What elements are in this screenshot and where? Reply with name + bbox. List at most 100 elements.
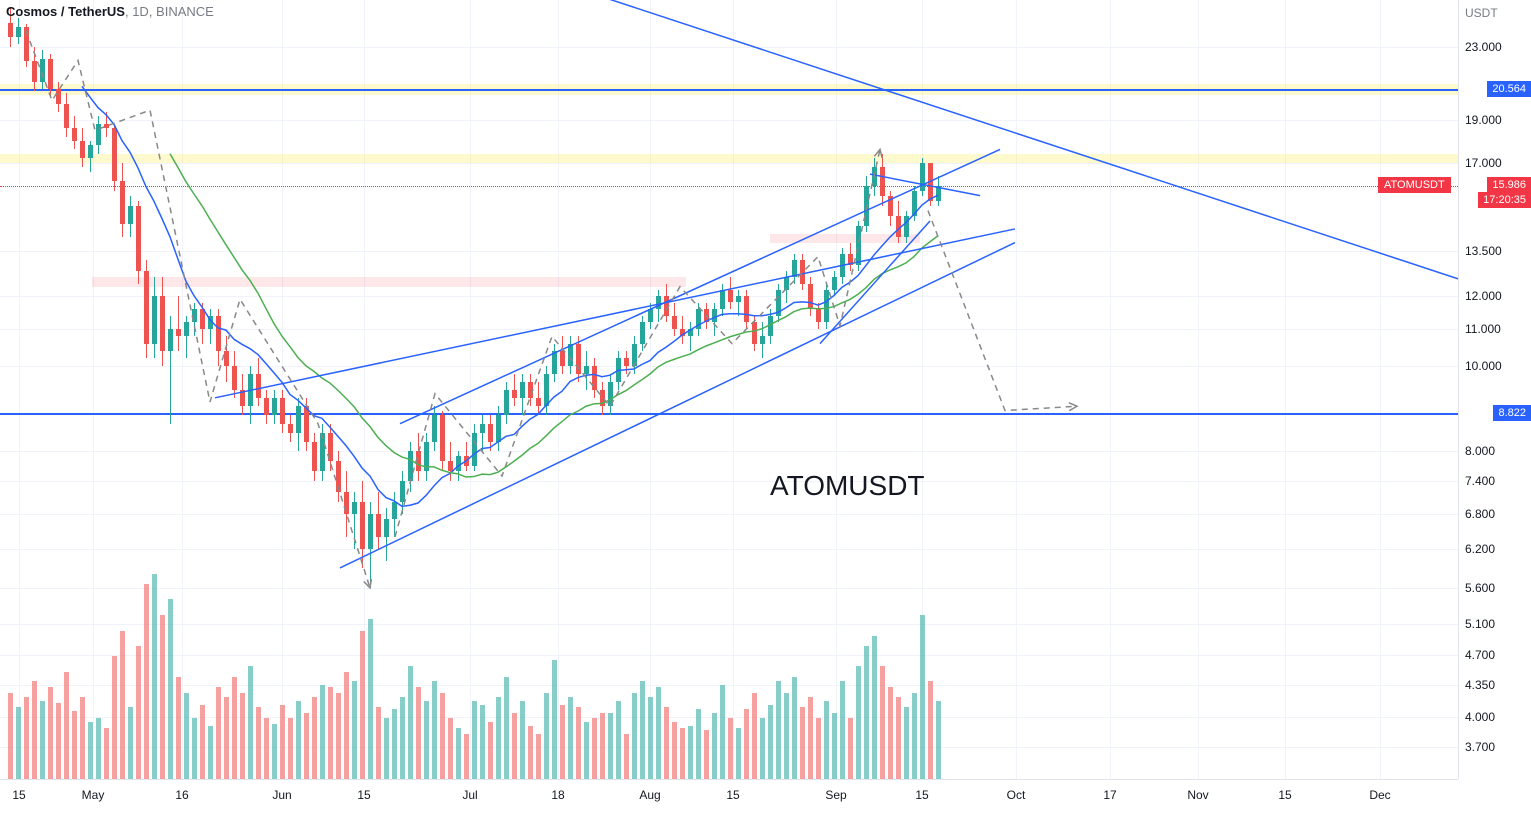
volume-bar[interactable] [280, 705, 285, 779]
candle-body[interactable] [592, 366, 597, 390]
x-axis[interactable]: 15May16Jun15Jul18Aug15Sep15Oct17Nov15Dec [0, 779, 1458, 813]
volume-bar[interactable] [864, 646, 869, 779]
candle-body[interactable] [624, 358, 629, 366]
volume-bar[interactable] [8, 693, 13, 779]
volume-bar[interactable] [160, 615, 165, 779]
volume-bar[interactable] [560, 705, 565, 779]
candle-body[interactable] [320, 433, 325, 471]
volume-bar[interactable] [40, 701, 45, 779]
volume-bar[interactable] [136, 646, 141, 779]
volume-bar[interactable] [184, 693, 189, 779]
candle-body[interactable] [880, 167, 885, 195]
candle-body[interactable] [488, 424, 493, 442]
volume-bar[interactable] [32, 681, 37, 779]
candle-body[interactable] [744, 296, 749, 322]
volume-bar[interactable] [440, 693, 445, 779]
candle-body[interactable] [184, 322, 189, 336]
candle-body[interactable] [688, 329, 693, 336]
volume-bar[interactable] [720, 685, 725, 779]
volume-bar[interactable] [240, 693, 245, 779]
volume-bar[interactable] [120, 631, 125, 779]
candle-body[interactable] [696, 309, 701, 329]
candle-body[interactable] [408, 451, 413, 481]
volume-bar[interactable] [48, 687, 53, 779]
volume-bar[interactable] [104, 728, 109, 779]
candle-body[interactable] [736, 296, 741, 302]
volume-bar[interactable] [264, 718, 269, 780]
volume-bar[interactable] [872, 636, 877, 780]
volume-bar[interactable] [800, 707, 805, 779]
candle-body[interactable] [888, 196, 893, 216]
trendline-blue-1[interactable] [340, 243, 1015, 568]
horizontal-line-lower[interactable] [0, 413, 1458, 415]
candle-body[interactable] [224, 351, 229, 366]
candle-body[interactable] [928, 163, 933, 201]
volume-bar[interactable] [472, 701, 477, 779]
volume-bar[interactable] [928, 681, 933, 779]
candle-body[interactable] [24, 27, 29, 60]
candle-body[interactable] [784, 277, 789, 289]
volume-bar[interactable] [88, 722, 93, 779]
volume-bar[interactable] [704, 730, 709, 779]
candle-body[interactable] [792, 260, 797, 278]
candle-body[interactable] [16, 27, 21, 37]
volume-bar[interactable] [312, 697, 317, 779]
volume-bar[interactable] [200, 705, 205, 779]
candle-body[interactable] [304, 406, 309, 442]
volume-bar[interactable] [96, 718, 101, 780]
candle-body[interactable] [816, 309, 821, 322]
candle-body[interactable] [240, 390, 245, 407]
volume-bar[interactable] [656, 687, 661, 779]
candle-body[interactable] [88, 145, 93, 158]
volume-bar[interactable] [576, 707, 581, 779]
candle-body[interactable] [272, 398, 277, 415]
candle-body[interactable] [432, 415, 437, 442]
volume-bar[interactable] [504, 677, 509, 780]
volume-bar[interactable] [288, 718, 293, 780]
volume-bar[interactable] [544, 693, 549, 779]
candle-body[interactable] [312, 442, 317, 471]
volume-bar[interactable] [64, 672, 69, 779]
volume-bar[interactable] [56, 703, 61, 779]
candle-body[interactable] [328, 433, 333, 461]
candle-body[interactable] [392, 502, 397, 519]
volume-bar[interactable] [688, 726, 693, 779]
candle-body[interactable] [496, 415, 501, 442]
candle-body[interactable] [360, 502, 365, 548]
trendline-blue-5[interactable] [870, 174, 980, 195]
volume-bar[interactable] [648, 697, 653, 779]
candle-body[interactable] [280, 398, 285, 424]
volume-bar[interactable] [496, 697, 501, 779]
candle-body[interactable] [136, 206, 141, 272]
volume-bar[interactable] [616, 701, 621, 779]
y-axis[interactable]: USDT 23.00019.00017.00013.50012.00011.00… [1458, 0, 1531, 779]
volume-bar[interactable] [680, 728, 685, 779]
volume-bar[interactable] [192, 718, 197, 780]
candle-body[interactable] [96, 124, 101, 145]
volume-bar[interactable] [320, 685, 325, 779]
chart-plot-area[interactable]: ATOMUSDT [0, 0, 1458, 779]
candle-body[interactable] [216, 316, 221, 351]
candle-body[interactable] [728, 290, 733, 303]
candle-body[interactable] [632, 344, 637, 366]
candle-body[interactable] [712, 309, 717, 322]
candle-body[interactable] [872, 167, 877, 186]
volume-bar[interactable] [376, 707, 381, 779]
candle-body[interactable] [456, 456, 461, 471]
candle-body[interactable] [464, 456, 469, 466]
volume-bar[interactable] [392, 709, 397, 779]
volume-bar[interactable] [152, 574, 157, 779]
candle-body[interactable] [824, 290, 829, 323]
candle-body[interactable] [176, 329, 181, 336]
candle-body[interactable] [768, 316, 773, 337]
candle-body[interactable] [192, 309, 197, 322]
volume-bar[interactable] [912, 693, 917, 779]
volume-bar[interactable] [304, 713, 309, 779]
candle-body[interactable] [208, 316, 213, 330]
volume-bar[interactable] [816, 718, 821, 780]
candle-body[interactable] [800, 260, 805, 284]
candle-body[interactable] [144, 271, 149, 343]
candle-body[interactable] [344, 492, 349, 514]
volume-bar[interactable] [760, 718, 765, 780]
volume-bar[interactable] [856, 666, 861, 779]
